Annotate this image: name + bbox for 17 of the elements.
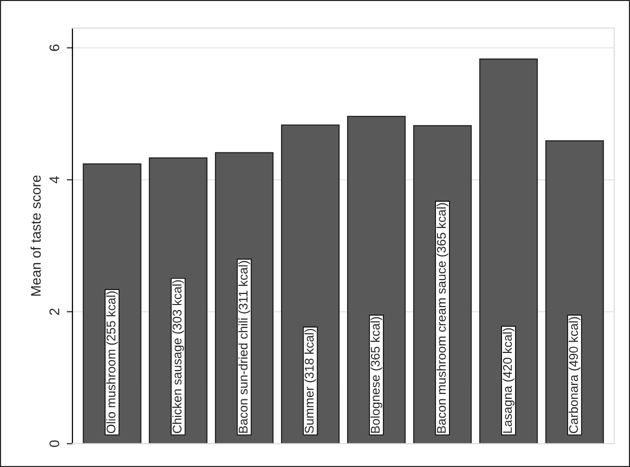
x-tick-label: Carbonara (490 kcal)	[568, 317, 580, 434]
bar	[347, 116, 406, 444]
bar	[545, 140, 604, 444]
bar	[479, 58, 538, 444]
x-tick-label: Lasagna (420 kcal)	[502, 328, 514, 433]
y-tick-label: 0	[49, 440, 60, 447]
x-tick-label: Chicken sausage (303 kcal)	[172, 280, 184, 434]
x-tick-label: Bolognese (365 kcal)	[370, 317, 382, 433]
y-tick-label: 6	[49, 44, 60, 51]
y-tick-label: 4	[50, 176, 60, 184]
x-tick-label: Olio mushroom (255 kcal)	[106, 291, 118, 434]
x-tick-label: Bacon sun-dried chili (311 kcal)	[238, 261, 250, 433]
x-tick-label: Summer (318 kcal)	[304, 328, 316, 434]
y-axis-title: Mean of taste score	[30, 175, 41, 296]
y-tick-label: 2	[49, 308, 60, 315]
x-tick-label: Bacon mushroom cream sauce (365 kcal)	[436, 203, 448, 433]
bar	[281, 124, 340, 444]
